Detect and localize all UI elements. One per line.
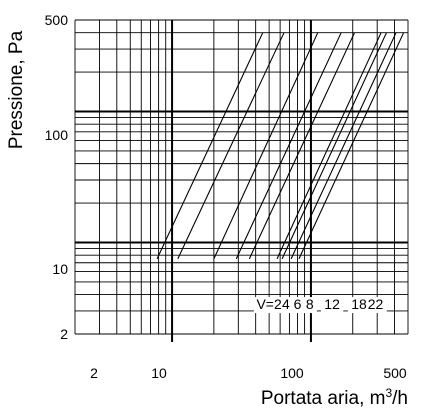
speed-label: 4 — [282, 296, 290, 312]
series-line-3 — [213, 32, 319, 260]
y-axis-label: Pressione, Pa — [6, 30, 27, 149]
speed-label: 8 — [306, 296, 314, 312]
speed-label: V=2 — [256, 296, 282, 312]
speed-label: 12 — [324, 296, 340, 312]
y-tick-label-500: 500 — [45, 12, 69, 28]
speed-label-background — [364, 297, 387, 314]
x-axis-label-text: Portata aria, m — [261, 388, 386, 409]
series-line-4 — [235, 32, 342, 260]
series-line-9 — [298, 32, 405, 260]
x-tick-label-10: 10 — [151, 365, 167, 381]
x-axis-label-superscript: 3 — [385, 386, 392, 400]
speed-label-background — [253, 297, 285, 314]
y-tick-label-2: 2 — [60, 326, 68, 342]
speed-label: 18 — [351, 296, 367, 312]
speed-label: 6 — [294, 296, 302, 312]
series-line-2 — [177, 32, 285, 260]
x-axis-label-tail: /h — [392, 388, 408, 409]
series-line-1 — [156, 32, 264, 260]
y-tick-label-10: 10 — [52, 261, 68, 277]
x-tick-label-2: 2 — [90, 365, 98, 381]
speed-label-background — [290, 297, 305, 314]
series-line-6 — [276, 32, 382, 260]
speed-label-background — [278, 297, 293, 314]
grid — [74, 19, 409, 342]
speed-label: 22 — [368, 296, 384, 312]
series-line-5 — [248, 32, 356, 260]
x-tick-label-500: 500 — [383, 365, 407, 381]
series-line-7 — [281, 32, 387, 260]
x-tick-label-100: 100 — [280, 365, 304, 381]
series-lines — [156, 32, 405, 260]
speed-labels: V=2 4 6 8 12 18 22 — [253, 296, 387, 314]
x-axis-label: Portata aria, m3/h — [261, 386, 408, 409]
y-tick-label-100: 100 — [45, 127, 69, 143]
speed-label-background — [302, 297, 317, 314]
speed-label-background — [320, 297, 344, 314]
series-line-8 — [290, 32, 397, 260]
